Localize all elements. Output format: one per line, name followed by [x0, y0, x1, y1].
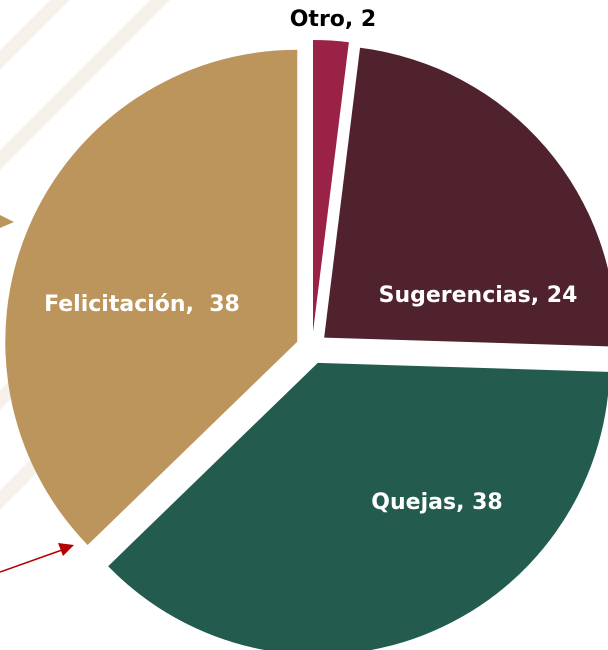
decoration [0, 0, 170, 510]
pointer-line [0, 549, 63, 573]
decoration-arrow [0, 215, 14, 228]
pie-slice [312, 40, 349, 333]
background-pattern [0, 0, 170, 510]
slice-label: Quejas, 38 [371, 490, 502, 515]
pie-slice [108, 362, 608, 650]
pointer-arrowhead [58, 543, 74, 556]
pie-slice [324, 47, 608, 347]
slice-label: Otro, 2 [290, 7, 377, 32]
slice-label: Sugerencias, 24 [379, 283, 578, 308]
slice-label: Felicitación, 38 [44, 292, 240, 317]
pie-slice [5, 49, 298, 546]
